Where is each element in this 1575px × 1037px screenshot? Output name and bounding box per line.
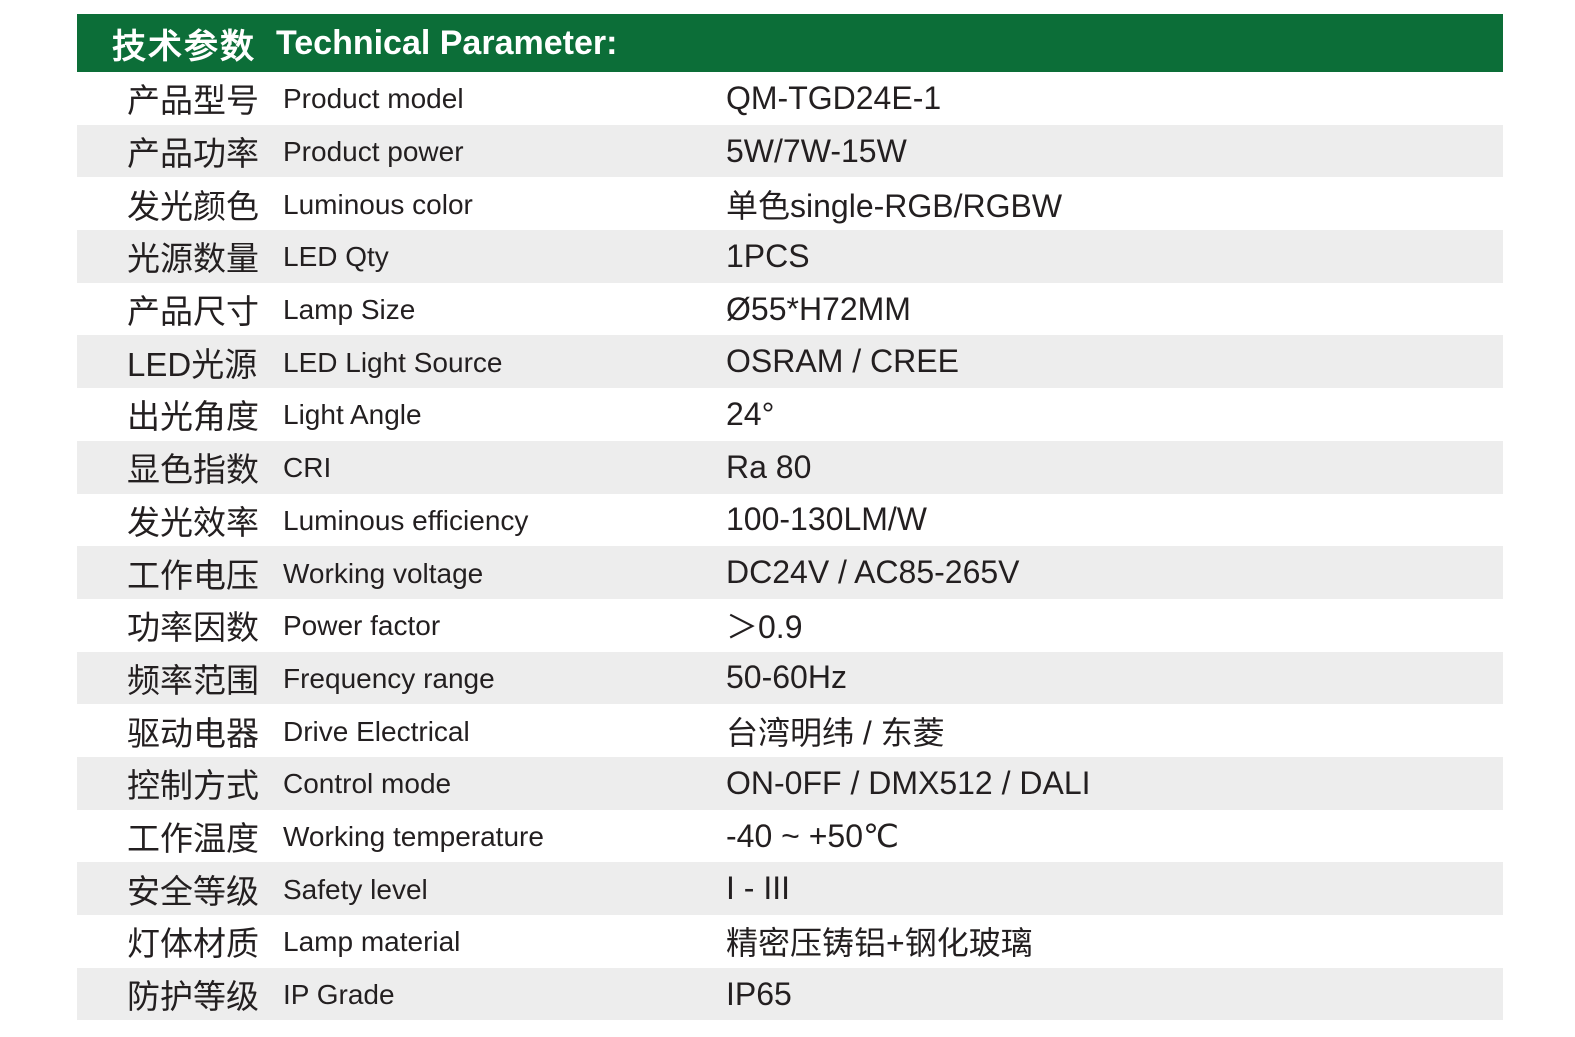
- spec-label-cn: 显色指数: [127, 451, 259, 489]
- spec-value: 100-130LM/W: [726, 501, 927, 538]
- spec-label-en: Control mode: [283, 768, 452, 800]
- spec-row: 发光效率 Luminous efficiency 100-130LM/W: [77, 493, 1503, 547]
- spec-label-en: Power factor: [283, 610, 441, 642]
- spec-row: 功率因数 Power factor ＞0.9: [77, 598, 1503, 652]
- spec-label-en: CRI: [283, 452, 332, 484]
- spec-value: 台湾明纬 / 东菱: [726, 714, 945, 751]
- spec-label-cn: 防护等级: [127, 978, 259, 1016]
- spec-row: LED光源 LED Light Source OSRAM / CREE: [77, 335, 1503, 389]
- table-title-cn: 技术参数: [112, 27, 256, 66]
- spec-value: Ra 80: [726, 448, 812, 485]
- spec-label-cn: 工作电压: [127, 556, 259, 594]
- spec-label-cn: 灯体材质: [127, 925, 259, 963]
- spec-value: 单色single-RGB/RGBW: [726, 187, 1063, 224]
- spec-row: 发光颜色 Luminous color 单色single-RGB/RGBW: [77, 177, 1503, 231]
- spec-label-en: Working voltage: [283, 557, 484, 589]
- spec-value: OSRAM / CREE: [726, 343, 959, 380]
- spec-value: 5W/7W-15W: [726, 132, 907, 169]
- spec-label-cn: 光源数量: [127, 240, 259, 278]
- spec-label-en: Working temperature: [283, 820, 544, 852]
- spec-value: ON-0FF / DMX512 / DALI: [726, 764, 1091, 801]
- spec-label-en: Luminous color: [283, 188, 473, 220]
- spec-row: 产品尺寸 Lamp Size Ø55*H72MM: [77, 282, 1503, 336]
- spec-row: 驱动电器 Drive Electrical 台湾明纬 / 东菱: [77, 704, 1503, 757]
- spec-value: I - III: [726, 870, 790, 907]
- spec-row: 安全等级 Safety level I - III: [77, 862, 1503, 915]
- spec-row: 防护等级 IP Grade IP65: [77, 967, 1503, 1021]
- spec-row: 工作温度 Working temperature -40 ~ +50℃: [77, 809, 1503, 863]
- spec-rows: 产品型号 Product model QM-TGD24E-1 产品功率 Prod…: [77, 72, 1503, 1021]
- spec-label-en: IP Grade: [283, 979, 395, 1011]
- spec-label-cn: 控制方式: [127, 767, 259, 805]
- spec-label-en: Lamp Size: [283, 294, 416, 326]
- spec-row: 灯体材质 Lamp material 精密压铸铝+钢化玻璃: [77, 915, 1503, 968]
- spec-row: 出光角度 Light Angle 24°: [77, 388, 1503, 441]
- spec-row: 光源数量 LED Qty 1PCS: [77, 230, 1503, 283]
- spec-label-en: Product model: [283, 83, 464, 115]
- spec-label-cn: 产品功率: [127, 135, 259, 173]
- spec-value: 24°: [726, 395, 775, 432]
- spec-label-en: LED Qty: [283, 241, 389, 273]
- spec-value: 50-60Hz: [726, 659, 847, 696]
- spec-row: 工作电压 Working voltage DC24V / AC85-265V: [77, 546, 1503, 599]
- spec-value: -40 ~ +50℃: [726, 817, 899, 854]
- spec-row: 显色指数 CRI Ra 80: [77, 440, 1503, 494]
- spec-label-cn: 发光颜色: [127, 187, 259, 225]
- spec-label-en: Frequency range: [283, 662, 495, 694]
- spec-value: Ø55*H72MM: [726, 290, 911, 327]
- spec-label-en: Safety level: [283, 873, 428, 905]
- spec-label-cn: 驱动电器: [127, 714, 259, 752]
- table-title-en: Technical Parameter:: [276, 23, 618, 62]
- spec-label-en: Product power: [283, 136, 464, 168]
- spec-label-en: Light Angle: [283, 399, 422, 431]
- spec-label-en: Drive Electrical: [283, 715, 470, 747]
- spec-label-cn: 频率范围: [127, 661, 259, 699]
- spec-label-cn: 出光角度: [127, 398, 259, 436]
- spec-value: 1PCS: [726, 237, 810, 274]
- spec-value: IP65: [726, 975, 792, 1012]
- spec-row: 控制方式 Control mode ON-0FF / DMX512 / DALI: [77, 756, 1503, 810]
- spec-row: 产品型号 Product model QM-TGD24E-1: [77, 72, 1503, 125]
- spec-value: DC24V / AC85-265V: [726, 554, 1020, 591]
- spec-label-cn: 发光效率: [127, 503, 259, 541]
- spec-value: ＞0.9: [726, 609, 803, 646]
- spec-row: 产品功率 Product power 5W/7W-15W: [77, 124, 1503, 178]
- spec-label-cn: 产品尺寸: [127, 293, 259, 331]
- spec-table: 技术参数 Technical Parameter: 产品型号 Product m…: [77, 14, 1503, 1021]
- spec-label-cn: 功率因数: [127, 609, 259, 647]
- spec-label-en: Luminous efficiency: [283, 504, 529, 536]
- table-header: 技术参数 Technical Parameter:: [77, 14, 1503, 72]
- spec-label-cn: 产品型号: [127, 82, 259, 120]
- spec-value: QM-TGD24E-1: [726, 79, 942, 116]
- spec-label-en: Lamp material: [283, 926, 461, 958]
- spec-value: 精密压铸铝+钢化玻璃: [726, 925, 1033, 962]
- spec-label-cn: 工作温度: [127, 819, 259, 857]
- spec-row: 频率范围 Frequency range 50-60Hz: [77, 651, 1503, 705]
- spec-label-en: LED Light Source: [283, 346, 503, 378]
- spec-label-cn: LED光源: [127, 345, 258, 383]
- spec-label-cn: 安全等级: [127, 872, 259, 910]
